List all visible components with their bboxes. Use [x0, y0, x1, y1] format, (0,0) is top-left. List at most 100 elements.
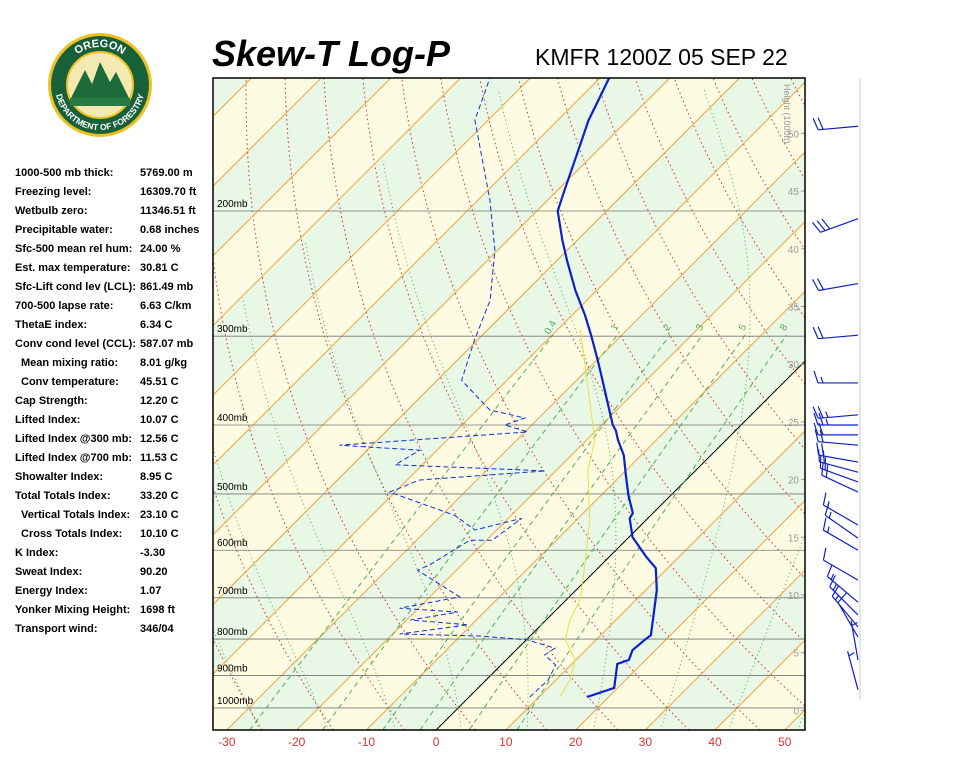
stat-label: 1000-500 mb thick: [15, 167, 113, 179]
dry-adiabat [284, 78, 547, 730]
isotherm [213, 78, 461, 327]
wind-barb [812, 326, 859, 340]
stat-value: 8.01 g/kg [140, 357, 187, 369]
stat-value: 45.51 C [140, 376, 179, 388]
y2-tick-label: 25 [788, 418, 800, 429]
mixing-ratio-label: 3 [694, 322, 707, 333]
wind-barb [822, 492, 859, 526]
mixing-ratio-label: 8 [778, 322, 791, 333]
mixing-ratio-line [468, 334, 746, 730]
x-tick-label: -10 [358, 735, 376, 749]
isotherm [213, 78, 531, 397]
stat-label: Conv cond level (CCL): [15, 338, 136, 350]
wind-barb [837, 592, 859, 638]
isotherm [505, 430, 805, 730]
wind-barb [813, 412, 859, 426]
y-tick-label: 200mb [217, 199, 248, 210]
dry-adiabat [908, 78, 960, 730]
stat-label: Sfc-500 mean rel hum: [15, 243, 132, 255]
stat-label: Mean mixing ratio: [21, 357, 118, 369]
isotherm [213, 78, 740, 606]
zero-isotherm [435, 360, 805, 730]
mixing-ratio-line [249, 334, 554, 730]
y2-tick-label: 40 [788, 245, 800, 256]
temperature-band [855, 78, 960, 730]
wind-barb [812, 278, 859, 292]
wind-barb [850, 620, 859, 661]
stat-label: Sweat Index: [15, 566, 82, 578]
dry-adiabat [869, 78, 960, 730]
stat-label: Wetbulb zero: [15, 205, 88, 217]
dry-adiabat [213, 485, 334, 730]
stat-label: 700-500 lapse rate: [15, 300, 113, 312]
y-tick-label: 900mb [217, 663, 248, 674]
isotherm [855, 78, 960, 730]
dry-adiabat [556, 78, 805, 515]
logo-ground [70, 98, 130, 106]
stat-value: -3.30 [140, 547, 165, 559]
mixing-ratio-label: 5 [737, 322, 750, 333]
stat-label: Lifted Index @700 mb: [15, 452, 132, 464]
plot-overlay: 0.4 1 2 3 5 8200mb300mb400mb500mb600mb700mb80… [217, 84, 805, 717]
isotherm [213, 81, 805, 675]
mixing-ratio-line [516, 334, 787, 730]
isotherm [575, 499, 805, 730]
x-tick-label: 0 [433, 735, 440, 749]
stat-value: 12.20 C [140, 395, 179, 407]
stat-label: Yonker Mixing Height: [15, 604, 130, 616]
stat-value: 1698 ft [140, 604, 175, 616]
stat-value: 8.95 C [140, 471, 172, 483]
dry-adiabat [323, 78, 619, 730]
dry-adiabat [479, 78, 805, 643]
stat-value: 11346.51 ft [140, 205, 196, 217]
wind-barb [824, 502, 859, 539]
moist-adiabat [867, 90, 960, 731]
wind-barb [814, 429, 859, 446]
stat-label: Cap Strength: [15, 395, 88, 407]
wind-barb [813, 422, 859, 436]
isotherm [213, 78, 601, 466]
chart-title: Skew-T Log-P [212, 33, 451, 74]
y-tick-label: 700mb [217, 586, 248, 597]
moist-adiabat [304, 240, 463, 730]
x-tick-label: -30 [218, 735, 236, 749]
stat-value: 861.49 mb [140, 281, 193, 293]
stat-label: Precipitable water: [15, 224, 113, 236]
stat-value: 6.63 C/km [140, 300, 192, 312]
wind-barb [812, 406, 859, 419]
y2-tick-label: 20 [788, 476, 800, 487]
wind-barb [822, 517, 859, 551]
isotherm [644, 569, 805, 730]
y2-axis-title: Height (1000ft) [782, 84, 792, 144]
mixing-ratio-label: 2 [662, 322, 675, 333]
isotherm [296, 220, 805, 730]
stat-label: Vertical Totals Index: [21, 509, 130, 521]
stat-label: K Index: [15, 547, 58, 559]
temperature-band [213, 78, 805, 675]
stat-label: ThetaE index: [15, 319, 87, 331]
mixing-ratio-line [382, 334, 671, 730]
x-tick-label: 50 [778, 735, 792, 749]
x-tick-label: 30 [639, 735, 653, 749]
stat-label: Transport wind: [15, 623, 98, 635]
x-tick-label: -20 [288, 735, 306, 749]
dry-adiabat [362, 78, 690, 730]
stat-value: 23.10 C [140, 509, 179, 521]
stat-label: Lifted Index @300 mb: [15, 433, 132, 445]
isotherm [226, 151, 805, 730]
wind-barb [812, 117, 859, 131]
profile-line [339, 78, 557, 698]
dry-adiabat [673, 78, 805, 319]
logo-trees [70, 62, 130, 100]
wind-barb [829, 575, 859, 616]
x-tick-label: 40 [708, 735, 722, 749]
stat-label: Energy Index: [15, 585, 88, 597]
dry-adiabat [790, 78, 805, 107]
y-tick-label: 1000mb [217, 696, 254, 707]
wind-barb [821, 462, 859, 493]
stat-label: Showalter Index: [15, 471, 103, 483]
y2-tick-label: 45 [788, 187, 800, 198]
isotherm [213, 78, 392, 257]
stat-label: Freezing level: [15, 186, 91, 198]
profile-line [556, 78, 658, 699]
